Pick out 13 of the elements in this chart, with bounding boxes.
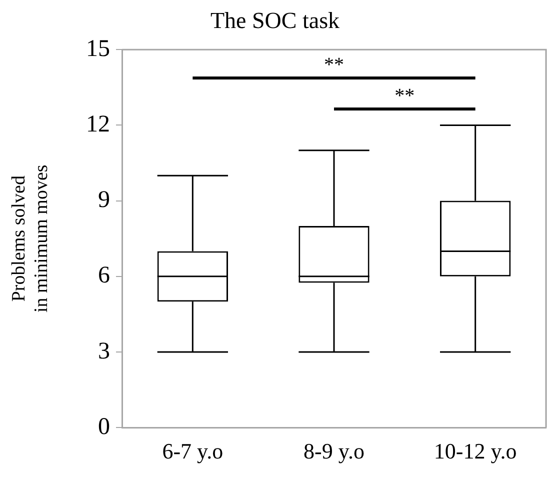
x-tick-label: 8-9 y.o	[304, 438, 364, 464]
x-tick-label: 10-12 y.o	[434, 438, 517, 464]
y-axis-title: Problems solved in minimum moves	[8, 164, 52, 312]
y-tick-label: 0	[98, 414, 110, 440]
chart-title: The SOC task	[210, 8, 340, 33]
y-tick-label: 12	[86, 111, 110, 138]
annotation: **	[394, 85, 415, 108]
y-tick-label: 9	[98, 187, 110, 214]
annotation: **	[324, 54, 344, 76]
y-tick-label: 6	[98, 262, 110, 289]
y-tick-label: 15	[86, 36, 110, 62]
x-tick-label: 6-7 y.o	[162, 438, 224, 464]
y-tick-label: 3	[98, 338, 110, 364]
